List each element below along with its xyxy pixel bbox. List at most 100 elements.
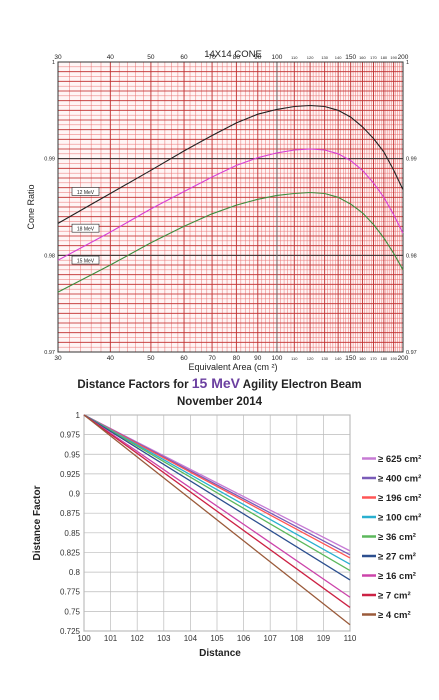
x-axis-label: Distance: [199, 648, 241, 659]
y-axis-label: Distance Factor: [32, 485, 43, 560]
x-tick-label-bottom: 60: [180, 355, 188, 362]
y-tick-label-right: 0.97: [406, 350, 417, 356]
y-tick-label-left: 0.99: [44, 157, 55, 163]
x-tick-label: 108: [290, 634, 304, 643]
y-tick-label: 0.9: [69, 490, 81, 499]
series-line: [83, 414, 351, 626]
x-tick-label-bottom: 90: [254, 355, 262, 362]
x-tick-label-top: 190: [390, 55, 397, 60]
x-tick-label: 106: [237, 634, 251, 643]
x-tick-label: 103: [157, 634, 171, 643]
y-tick-label: 0.85: [64, 529, 80, 538]
x-tick-label-top: 50: [147, 54, 155, 61]
y-tick-label: 0.725: [60, 627, 81, 636]
series-label: 12 MeV: [77, 190, 95, 196]
x-tick-label-bottom: 170: [370, 356, 377, 361]
distance-factor-chart: 100 101 102 103 104 105 106 107 108 109 110 0.725 0.…: [32, 411, 421, 659]
x-tick-label-bottom: 80: [233, 355, 241, 362]
chart-subtitle: November 2014: [176, 396, 263, 408]
legend-label: ≥ 27 cm²: [378, 552, 416, 563]
series-line: [57, 191, 404, 293]
x-axis-label: Equivalent Area (cm ²): [188, 362, 277, 372]
x-tick-label-bottom: 110: [291, 356, 298, 361]
x-tick-label: 109: [317, 634, 331, 643]
distance-factors-title: Distance Factors for 15 MeV Agility Elec…: [0, 375, 439, 411]
series-line: [83, 414, 351, 572]
x-tick-label-bottom: 200: [398, 355, 409, 362]
title-prefix: Distance Factors for: [77, 379, 189, 391]
x-tick-label: 102: [131, 634, 145, 643]
y-tick-label: 0.825: [60, 548, 81, 557]
grid: [83, 414, 351, 632]
x-tick-label-bottom: 30: [54, 355, 62, 362]
x-tick-label-bottom: 140: [335, 356, 342, 361]
y-tick-label-right: 1: [406, 60, 409, 66]
x-tick-label-top: 30: [54, 54, 62, 61]
y-tick-label-left: 1: [52, 60, 55, 66]
x-tick-label: 101: [104, 634, 118, 643]
y-tick-label: 0.975: [60, 431, 81, 440]
series-label-box: [71, 255, 100, 265]
plot-border: [57, 61, 404, 353]
legend-label: ≥ 400 cm²: [378, 474, 421, 485]
series-line: [83, 414, 351, 598]
x-tick-label-top: 90: [254, 54, 262, 61]
y-tick-label: 0.775: [60, 588, 81, 597]
y-tick-label-left: 0.97: [44, 350, 55, 356]
x-tick-label-top: 120: [307, 55, 314, 60]
x-tick-label-top: 180: [380, 55, 387, 60]
title-energy: 15 MeV: [191, 375, 240, 391]
y-tick-label: 0.875: [60, 509, 81, 518]
x-tick-label-top: 80: [233, 54, 241, 61]
y-tick-label: 1: [76, 411, 81, 420]
x-tick-label-bottom: 40: [107, 355, 115, 362]
y-tick-label-right: 0.99: [406, 157, 417, 163]
x-tick-label-bottom: 180: [380, 356, 387, 361]
x-tick-label-bottom: 100: [272, 355, 283, 362]
legend-label: ≥ 16 cm²: [378, 571, 416, 582]
chart-title: 14X14 CONE: [204, 49, 262, 60]
x-tick-label-bottom: 50: [147, 355, 155, 362]
x-tick-label: 104: [184, 634, 198, 643]
x-tick-label-bottom: 120: [307, 356, 314, 361]
series-line: [57, 148, 404, 261]
x-tick-label-top: 160: [359, 55, 366, 60]
series-label-box: [71, 187, 100, 196]
y-tick-label: 0.75: [64, 607, 80, 616]
series-line: [57, 104, 404, 224]
x-tick-label-bottom: 160: [359, 356, 366, 361]
series-line: [83, 414, 351, 565]
x-tick-label-top: 100: [272, 54, 283, 61]
x-tick-label-top: 170: [370, 55, 377, 60]
x-tick-label-bottom: 70: [208, 355, 216, 362]
x-tick-label: 105: [210, 634, 224, 643]
x-tick-label-top: 60: [180, 54, 188, 61]
y-tick-label: 0.95: [64, 450, 80, 459]
series-label: 18 MeV: [77, 227, 95, 233]
title-suffix: Agility Electron Beam: [242, 379, 362, 391]
legend-label: ≥ 7 cm²: [378, 591, 411, 602]
x-tick-label-top: 140: [335, 55, 342, 60]
legend-label: ≥ 4 cm²: [378, 610, 411, 621]
legend-label: ≥ 196 cm²: [378, 493, 421, 504]
legend-label: ≥ 625 cm²: [378, 454, 421, 465]
series-label-box: [71, 223, 100, 233]
x-tick-label-top: 150: [345, 54, 356, 61]
x-tick-label: 100: [77, 634, 91, 643]
x-tick-label-top: 40: [107, 54, 115, 61]
x-tick-label-top: 200: [398, 54, 409, 61]
y-tick-label-left: 0.98: [44, 253, 55, 259]
x-tick-label-top: 70: [208, 54, 216, 61]
x-tick-label-bottom: 150: [345, 355, 356, 362]
legend-label: ≥ 100 cm²: [378, 513, 421, 524]
series-line: [83, 414, 351, 559]
cone-ratio-chart: 30 40 50 60 70 80 90 100 110 120 130 140 150 160 170 18…: [26, 49, 417, 372]
series-line: [83, 414, 351, 581]
y-tick-label: 0.8: [69, 568, 81, 577]
x-tick-label: 110: [344, 634, 357, 643]
y-tick-label-right: 0.98: [406, 253, 417, 259]
x-tick-label: 107: [264, 634, 278, 643]
series-label: 15 MeV: [77, 259, 95, 265]
series-line: [83, 414, 351, 608]
legend-label: ≥ 36 cm²: [378, 532, 416, 543]
